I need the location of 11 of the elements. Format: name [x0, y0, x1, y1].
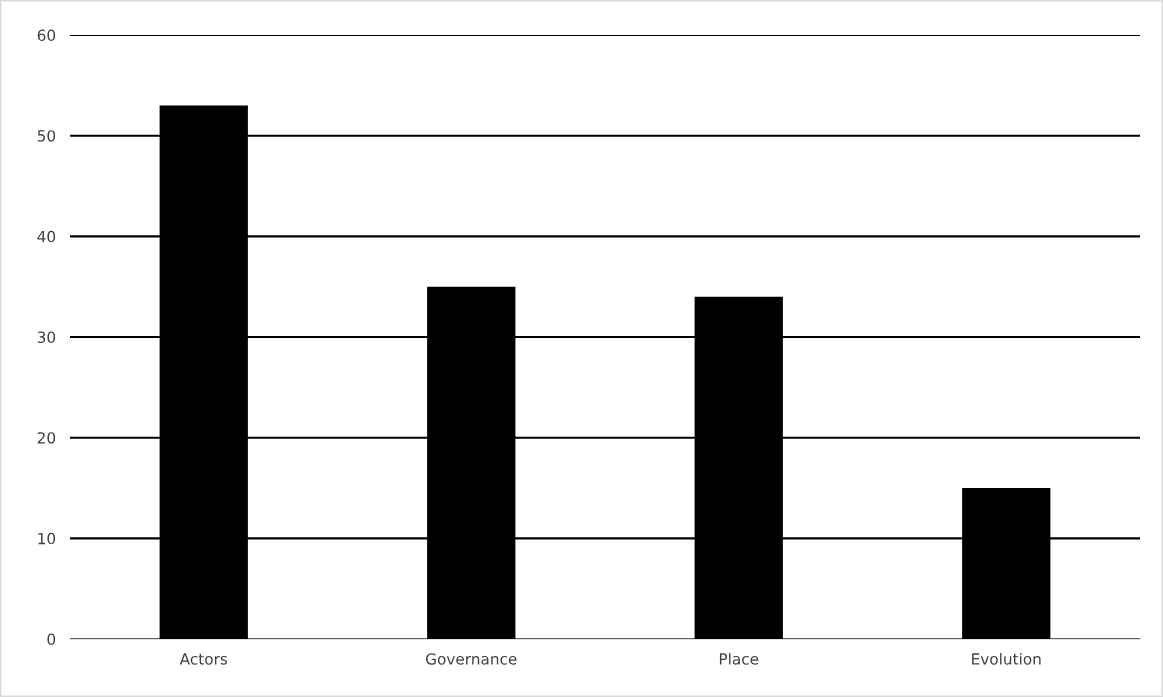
y-tick-label: 40 — [37, 230, 56, 243]
x-tick-label: Governance — [426, 653, 517, 665]
x-tick-label: Place — [719, 652, 759, 665]
x-tick-label: Evolution — [972, 652, 1041, 665]
y-tick-label: 30 — [37, 331, 56, 344]
y-tick-label: 10 — [38, 532, 56, 545]
y-tick-label: 0 — [47, 633, 56, 646]
y-tick-label: 20 — [37, 432, 56, 444]
x-tick-label: Actors — [179, 653, 228, 665]
y-tick-label: 60 — [37, 29, 56, 42]
y-tick-label: 50 — [37, 130, 56, 142]
